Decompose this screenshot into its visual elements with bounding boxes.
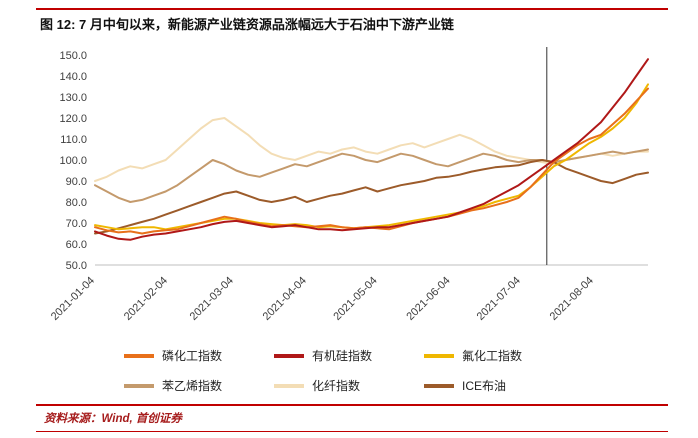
legend-swatch: [124, 353, 154, 358]
legend-swatch: [124, 383, 154, 388]
legend-label: ICE布油: [462, 379, 507, 393]
legend-item: 苯乙烯指数: [124, 377, 274, 394]
legend-label: 氟化工指数: [462, 349, 523, 363]
line-chart: 150.0 140.0 130.0 120.0 110.0 100.0 90.0 80.0 70…: [0, 35, 698, 335]
x-tick-label: 2021-01-04: [49, 275, 97, 323]
x-tick-label: 2021-07-04: [475, 275, 523, 323]
legend-swatch: [274, 383, 304, 388]
legend-label: 苯乙烯指数: [162, 379, 223, 393]
legend-item: 有机硅指数: [274, 347, 424, 364]
legend-label: 化纤指数: [312, 379, 361, 393]
legend-swatch: [274, 353, 304, 358]
chart-canvas: 150.0 140.0 130.0 120.0 110.0 100.0 90.0 80.0 70…: [49, 47, 649, 323]
source-note: 资料来源：Wind, 首创证券: [44, 412, 182, 425]
legend-item: 化纤指数: [274, 377, 424, 394]
x-tick-label: 2021-04-04: [261, 275, 309, 323]
series-line-ICE布油: [94, 159, 649, 235]
series-line-化纤指数: [94, 117, 649, 182]
y-tick-label: 80.0: [66, 197, 87, 209]
series-line-苯乙烯指数: [94, 148, 649, 203]
y-tick-label: 130.0: [59, 92, 87, 104]
legend-item: 磷化工指数: [124, 347, 274, 364]
x-tick-label: 2021-08-04: [548, 275, 596, 323]
figure-title: 图 12: 7 月中旬以来，新能源产业链资源品涨幅远大于石油中下游产业链: [40, 17, 454, 32]
top-divider: [36, 8, 668, 10]
y-tick-label: 120.0: [59, 113, 87, 125]
series-line-有机硅指数: [94, 58, 649, 241]
y-tick-label: 150.0: [59, 50, 87, 62]
x-tick-label: 2021-02-04: [122, 275, 170, 323]
legend-swatch: [424, 383, 454, 388]
y-tick-label: 90.0: [66, 176, 87, 188]
x-tick-label: 2021-06-04: [404, 275, 452, 323]
bottom-divider: [36, 430, 668, 432]
x-tick-label: 2021-03-04: [188, 275, 236, 323]
legend-label: 磷化工指数: [162, 349, 223, 363]
y-tick-label: 50.0: [66, 260, 87, 272]
chart-legend: 磷化工指数 有机硅指数 氟化工指数苯乙烯指数 化纤指数 ICE布油: [0, 347, 698, 394]
y-tick-label: 100.0: [59, 155, 87, 167]
series-line-氟化工指数: [94, 83, 649, 231]
legend-swatch: [424, 353, 454, 358]
y-tick-label: 110.0: [60, 134, 87, 146]
y-tick-label: 60.0: [66, 239, 87, 251]
footer-divider: [36, 404, 668, 406]
y-tick-label: 140.0: [59, 71, 87, 83]
legend-item: 氟化工指数: [424, 347, 574, 364]
legend-item: ICE布油: [424, 377, 574, 394]
y-tick-label: 70.0: [66, 218, 87, 230]
x-tick-label: 2021-05-04: [331, 275, 379, 323]
legend-label: 有机硅指数: [312, 349, 373, 363]
